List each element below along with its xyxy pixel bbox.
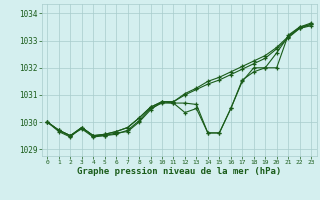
X-axis label: Graphe pression niveau de la mer (hPa): Graphe pression niveau de la mer (hPa)	[77, 167, 281, 176]
